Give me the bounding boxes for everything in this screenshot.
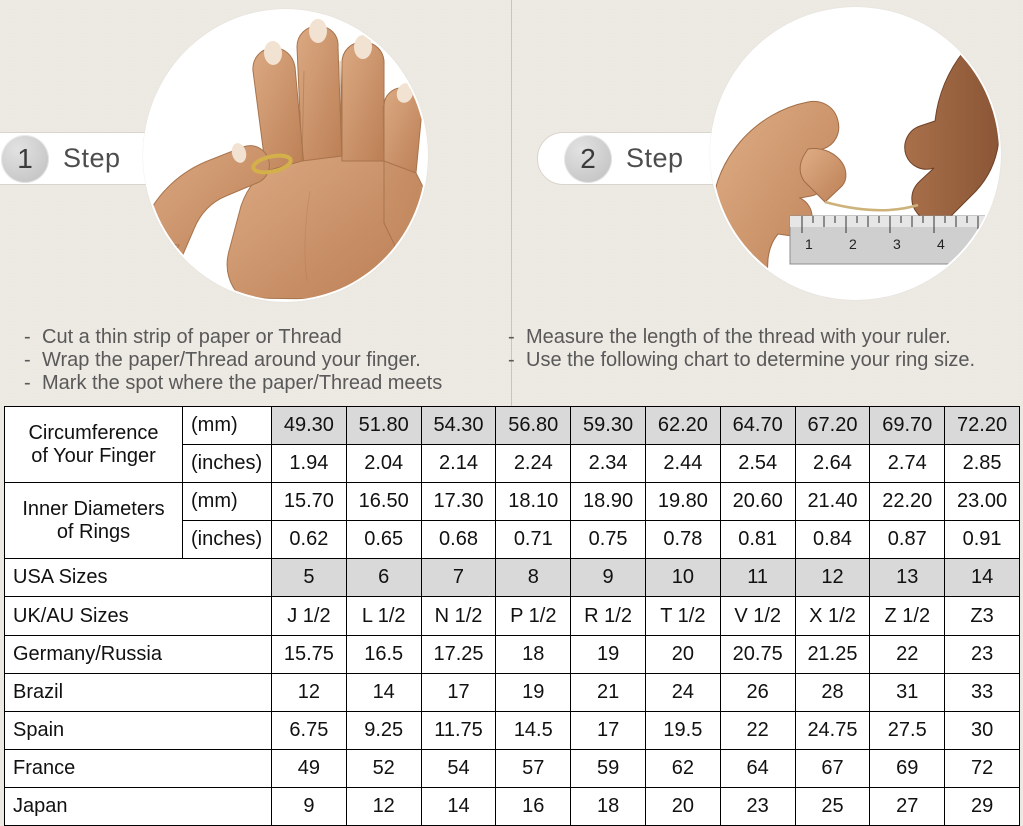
svg-text:2: 2 (849, 236, 857, 252)
svg-text:3: 3 (893, 236, 901, 252)
svg-text:4: 4 (937, 236, 945, 252)
svg-text:1: 1 (805, 236, 813, 252)
